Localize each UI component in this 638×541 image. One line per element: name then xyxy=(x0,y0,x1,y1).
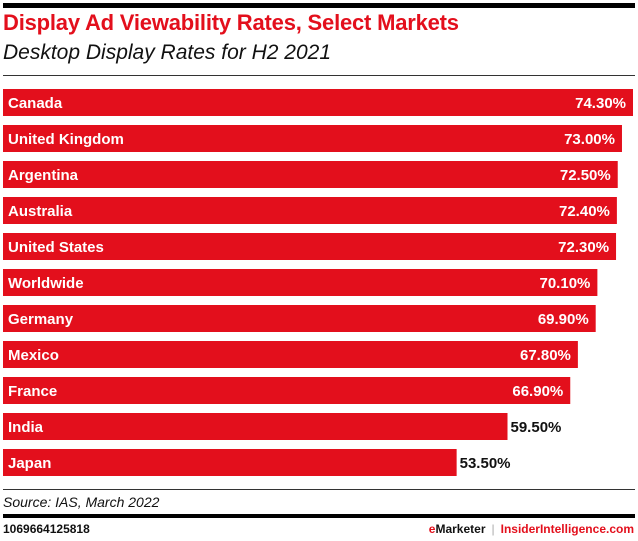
category-label: Germany xyxy=(8,311,74,328)
bar xyxy=(3,89,633,116)
bar-row: Mexico 67.80% xyxy=(3,341,578,368)
bar xyxy=(3,233,617,260)
footer-rule xyxy=(3,514,635,518)
category-label: United Kingdom xyxy=(8,131,124,148)
value-label: 70.10% xyxy=(540,275,591,292)
category-label: Australia xyxy=(8,203,73,220)
value-label: 66.90% xyxy=(512,383,563,400)
bar-row: Australia 72.40% xyxy=(3,197,617,224)
bar xyxy=(3,377,571,404)
bar xyxy=(3,413,508,440)
header-divider xyxy=(3,75,635,76)
bar xyxy=(3,305,596,332)
bar xyxy=(3,197,617,224)
brand-marketer: Marketer xyxy=(435,522,486,536)
bar-row: France 66.90% xyxy=(3,377,571,404)
brand-credit: eMarketer | InsiderIntelligence.com xyxy=(429,522,634,536)
value-label: 74.30% xyxy=(575,95,626,112)
value-label: 69.90% xyxy=(538,311,589,328)
value-label: 72.50% xyxy=(560,167,611,184)
category-label: Worldwide xyxy=(8,275,84,292)
bar-row: Canada 74.30% xyxy=(3,89,633,116)
category-label: Mexico xyxy=(8,347,59,364)
category-label: Canada xyxy=(8,95,63,112)
bar-row: United States 72.30% xyxy=(3,233,617,260)
value-label: 67.80% xyxy=(520,347,571,364)
brand-site-link[interactable]: InsiderIntelligence.com xyxy=(500,522,634,536)
value-label: 73.00% xyxy=(564,131,615,148)
chart-id: 1069664125818 xyxy=(3,522,90,536)
bar-chart: Canada 74.30% United Kingdom 73.00% Argentin… xyxy=(3,89,633,476)
bar-row: India 59.50% xyxy=(3,413,561,440)
bar-row: Worldwide 70.10% xyxy=(3,269,598,296)
category-label: Japan xyxy=(8,455,51,472)
bar-row: Japan 53.50% xyxy=(3,449,511,476)
bar-row: Argentina 72.50% xyxy=(3,161,618,188)
value-label: 72.30% xyxy=(558,239,609,256)
chart-title: Display Ad Viewability Rates, Select Mar… xyxy=(3,10,459,35)
brand-separator: | xyxy=(491,522,495,536)
category-label: France xyxy=(8,383,57,400)
bar xyxy=(3,269,598,296)
bar xyxy=(3,449,457,476)
category-label: India xyxy=(8,419,44,436)
value-label: 72.40% xyxy=(559,203,610,220)
footer-divider xyxy=(3,489,635,490)
chart-subtitle: Desktop Display Rates for H2 2021 xyxy=(3,41,331,64)
source-note: Source: IAS, March 2022 xyxy=(3,494,160,510)
category-label: Argentina xyxy=(8,167,79,184)
bar xyxy=(3,161,618,188)
value-label: 59.50% xyxy=(511,419,562,436)
category-label: United States xyxy=(8,239,104,256)
bar xyxy=(3,125,622,152)
bar-row: United Kingdom 73.00% xyxy=(3,125,622,152)
bar xyxy=(3,341,578,368)
top-rule xyxy=(3,3,635,8)
bar-row: Germany 69.90% xyxy=(3,305,596,332)
value-label: 53.50% xyxy=(460,455,511,472)
brand-e: e xyxy=(428,522,436,536)
